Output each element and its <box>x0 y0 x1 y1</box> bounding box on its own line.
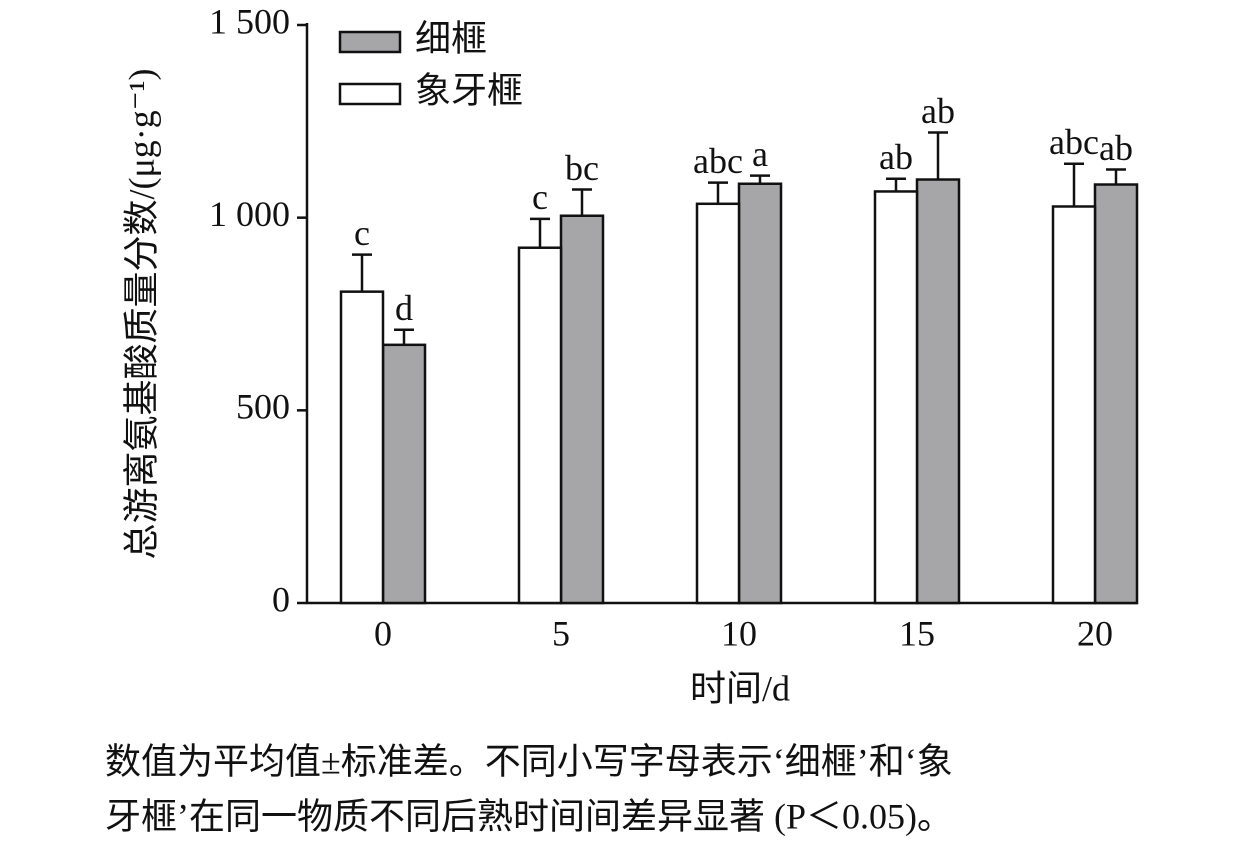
caption: 牙榧’在同一物质不同后熟时间间差异显著 (P＜0.05)。 <box>105 796 953 836</box>
bar <box>559 214 605 605</box>
significance-label: abc <box>1049 122 1099 162</box>
bar <box>339 290 385 605</box>
x-tick-label: 10 <box>721 613 757 653</box>
x-tick-label: 20 <box>1077 613 1113 653</box>
bar <box>517 246 563 605</box>
x-axis-label: 时间/d <box>690 668 790 708</box>
bar <box>381 343 427 605</box>
legend-label: 细榧 <box>415 18 487 58</box>
legend-swatch <box>338 30 402 54</box>
bar <box>915 178 961 605</box>
y-tick-label: 500 <box>236 387 290 427</box>
legend-label: 象牙榧 <box>415 70 523 110</box>
legend-swatch <box>338 82 402 106</box>
significance-label: bc <box>565 148 599 188</box>
significance-label: abc <box>693 141 743 181</box>
significance-label: ab <box>921 91 955 131</box>
significance-label: a <box>752 134 768 174</box>
significance-label: ab <box>879 137 913 177</box>
bar <box>695 202 741 605</box>
x-tick-label: 0 <box>374 613 392 653</box>
x-tick-label: 5 <box>552 613 570 653</box>
x-tick-label: 15 <box>899 613 935 653</box>
bar <box>737 182 783 605</box>
y-tick-label: 1 500 <box>209 1 290 41</box>
bar <box>1051 205 1097 605</box>
bar <box>1093 183 1139 605</box>
y-axis-label: 总游离氨基酸质量分数/(μg·g⁻¹) <box>121 68 161 559</box>
caption: 数值为平均值±标准差。不同小写字母表示‘细榧’和‘象 <box>105 741 953 781</box>
significance-label: c <box>354 213 370 253</box>
bar <box>873 190 919 605</box>
significance-label: d <box>395 288 413 328</box>
significance-label: c <box>532 177 548 217</box>
y-tick-label: 0 <box>272 579 290 619</box>
significance-label: ab <box>1099 128 1133 168</box>
y-tick-label: 1 000 <box>209 194 290 234</box>
